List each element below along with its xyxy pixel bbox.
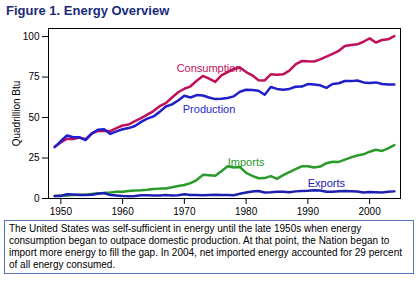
svg-text:1950: 1950 bbox=[50, 206, 73, 217]
svg-text:1990: 1990 bbox=[297, 206, 320, 217]
svg-text:Exports: Exports bbox=[308, 177, 346, 189]
svg-text:75: 75 bbox=[28, 71, 40, 82]
html-text:Figure 1. Energy Overview: Figure 1. Energy Overview bbox=[6, 3, 170, 18]
html-text:The United States was self-suf: The United States was self-sufficient in… bbox=[9, 223, 402, 270]
svg-text:1970: 1970 bbox=[173, 206, 196, 217]
svg-text:0: 0 bbox=[34, 193, 40, 204]
svg-text:2000: 2000 bbox=[358, 206, 381, 217]
svg-text:50: 50 bbox=[28, 112, 40, 123]
svg-text:1960: 1960 bbox=[111, 206, 134, 217]
svg-text:Imports: Imports bbox=[228, 156, 265, 168]
svg-text:1980: 1980 bbox=[235, 206, 258, 217]
svg-text:Production: Production bbox=[183, 103, 236, 115]
svg-text:Consumption: Consumption bbox=[177, 62, 242, 74]
svg-text:25: 25 bbox=[28, 152, 40, 163]
svg-text:100: 100 bbox=[23, 31, 40, 42]
svg-text:Quadrillion Btu: Quadrillion Btu bbox=[11, 81, 22, 147]
